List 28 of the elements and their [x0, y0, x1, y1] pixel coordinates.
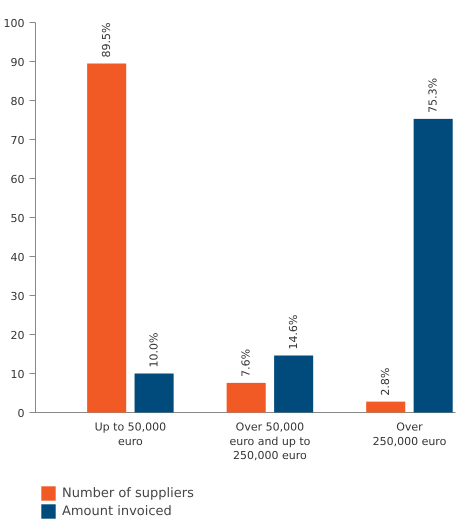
- y-tick-label: 70: [10, 134, 25, 147]
- y-tick-label: 80: [10, 95, 25, 108]
- data-label: 89.5%: [100, 22, 114, 58]
- data-label: 7.6%: [240, 348, 253, 377]
- y-tick-label: 0: [18, 407, 24, 420]
- y-tick-label: 10: [10, 368, 25, 381]
- y-tick-label: 60: [10, 173, 25, 186]
- bar: [87, 63, 126, 412]
- x-tick-label: Over 50,000 euro and up to 250,000 euro: [229, 420, 311, 462]
- bar: [226, 382, 266, 412]
- bar: [134, 374, 174, 412]
- data-label: 14.6%: [287, 314, 300, 350]
- bar: [414, 118, 453, 412]
- bar: [366, 402, 406, 412]
- x-tick-label: Up to 50,000 euro: [94, 420, 166, 448]
- y-tick-label: 50: [10, 212, 25, 225]
- y-tick-label: 30: [10, 290, 25, 303]
- legend-label: Amount invoiced: [62, 504, 172, 518]
- y-tick-label: 20: [10, 329, 25, 342]
- data-label: 75.3%: [426, 78, 440, 113]
- data-label: 10.0%: [148, 332, 161, 368]
- legend-label: Number of suppliers: [62, 486, 194, 500]
- x-tick-label: Over 250,000 euro: [372, 420, 447, 448]
- bar: [274, 356, 314, 412]
- data-label: 2.8%: [379, 368, 392, 396]
- y-tick-label: 40: [10, 251, 25, 264]
- y-tick-label: 90: [10, 56, 25, 69]
- y-tick-label: 100: [4, 17, 25, 30]
